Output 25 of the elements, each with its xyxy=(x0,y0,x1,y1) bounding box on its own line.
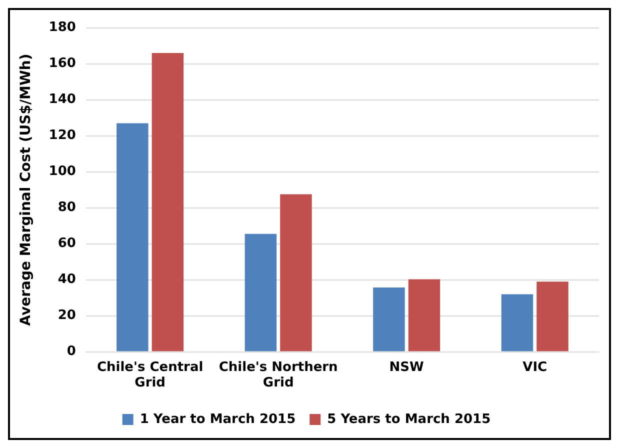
y-tick-label: 180 xyxy=(48,20,76,36)
y-tick-label: 40 xyxy=(58,272,76,288)
y-tick-label: 140 xyxy=(48,92,76,108)
bar xyxy=(536,282,568,352)
bar xyxy=(501,294,534,352)
y-tick-label: 60 xyxy=(58,236,76,252)
y-tick-label: 80 xyxy=(58,200,76,216)
y-axis-title: Average Marginal Cost (US$/MWh) xyxy=(18,54,34,326)
bar xyxy=(116,123,148,352)
bar xyxy=(408,279,440,352)
legend-label: 5 Years to March 2015 xyxy=(327,412,491,427)
y-tick-label: 100 xyxy=(48,164,76,180)
x-tick-label: NSW xyxy=(389,360,424,375)
bar xyxy=(152,53,184,352)
x-tick-label: VIC xyxy=(522,360,548,375)
bar xyxy=(280,194,312,352)
y-tick-label: 20 xyxy=(58,308,76,324)
x-tick-label: Chile's Central Grid xyxy=(96,360,204,391)
x-tick-label: Chile's Northern Grid xyxy=(218,360,338,391)
bar xyxy=(244,234,277,352)
bar xyxy=(373,288,405,352)
y-tick-label: 0 xyxy=(66,344,76,360)
y-tick-label: 120 xyxy=(48,128,76,144)
y-tick-label: 160 xyxy=(48,56,76,72)
legend-label: 1 Year to March 2015 xyxy=(140,412,296,427)
